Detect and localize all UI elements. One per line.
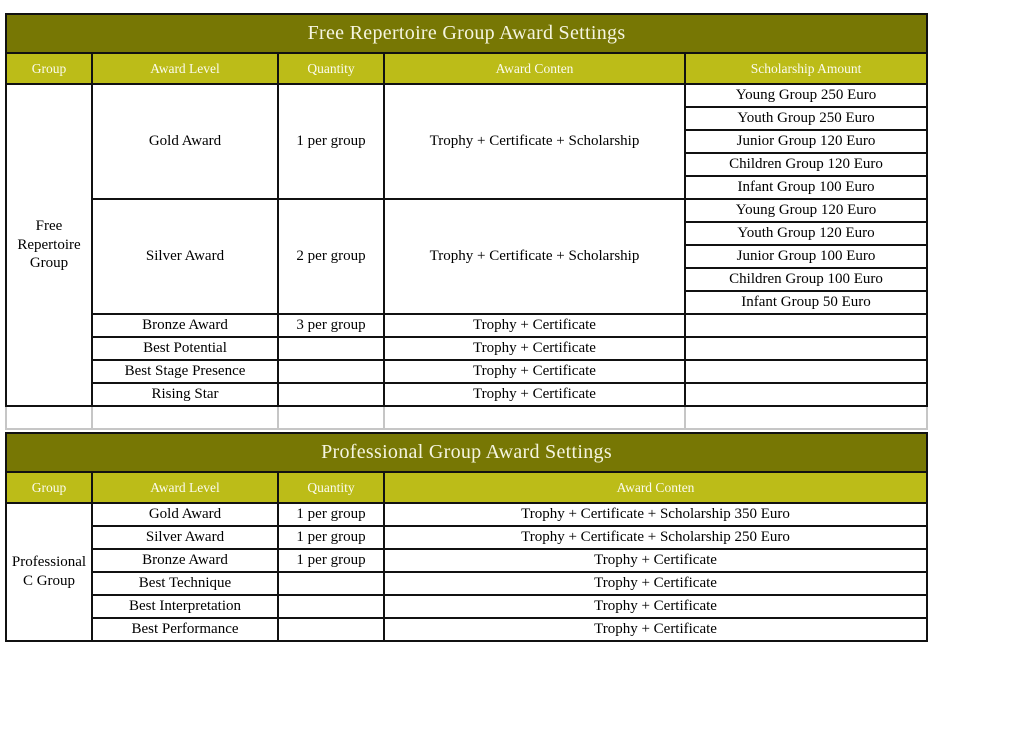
cell-quantity-silver: 2 per group (277, 198, 385, 315)
cell-scholarship: Children Group 100 Euro (683, 267, 929, 292)
cell-award-level: Best Potential (91, 336, 279, 361)
table-row: Professional C Group Gold Award 1 per gr… (5, 502, 929, 642)
cell-award-level: Bronze Award (91, 548, 279, 573)
column-header-scholarship-amount: Scholarship Amount (683, 52, 929, 85)
table-row: Bronze Award 3 per group Trophy + Certif… (6, 313, 929, 338)
table-row: Best Technique Trophy + Certificate (6, 571, 929, 596)
table-row: Junior Group 100 Euro (6, 244, 929, 269)
table-row: Free Repertoire Group Gold Award 1 per g… (5, 83, 929, 407)
cell-award-content-silver: Trophy + Certificate + Scholarship (383, 198, 686, 315)
cell-scholarship: Young Group 250 Euro (683, 83, 929, 108)
table-row: Junior Group 120 Euro (6, 129, 929, 154)
cell-scholarship (683, 313, 929, 338)
table-row: Children Group 100 Euro (6, 267, 929, 292)
cell-scholarship: Children Group 120 Euro (683, 152, 929, 177)
cell-award-level: Bronze Award (91, 313, 279, 338)
spacer-cell (277, 405, 385, 430)
cell-award-content-gold: Trophy + Certificate + Scholarship (383, 83, 686, 200)
cell-award-content: Trophy + Certificate (383, 382, 686, 407)
table-row: Bronze Award 1 per group Trophy + Certif… (6, 548, 929, 573)
cell-scholarship (683, 336, 929, 361)
table-row: Infant Group 50 Euro (6, 290, 929, 315)
table-row: Youth Group 250 Euro (6, 106, 929, 131)
cell-award-content: Trophy + Certificate + Scholarship 250 E… (382, 525, 929, 550)
cell-scholarship: Junior Group 120 Euro (683, 129, 929, 154)
cell-quantity: 1 per group (277, 502, 385, 527)
tables-wrap: Free Repertoire Group Award Settings Gro… (4, 13, 929, 642)
spacer-cell (683, 405, 929, 430)
cell-award-content: Trophy + Certificate (383, 313, 686, 338)
cell-quantity (277, 359, 385, 384)
cell-award-level: Best Interpretation (91, 594, 279, 619)
table-row: Best Interpretation Trophy + Certificate (6, 594, 929, 619)
spacer-cell (91, 405, 279, 430)
professional-table: Professional Group Award Settings Group … (4, 432, 929, 642)
cell-scholarship: Infant Group 100 Euro (683, 175, 929, 200)
cell-quantity (277, 617, 385, 642)
cell-award-content: Trophy + Certificate (382, 571, 929, 596)
cell-award-content: Trophy + Certificate (383, 359, 686, 384)
column-header-group: Group (5, 471, 93, 504)
table-row: Children Group 120 Euro (6, 152, 929, 177)
group-cell-free-repertoire: Free Repertoire Group (5, 83, 93, 407)
cell-award-level: Silver Award (91, 525, 279, 550)
column-header-group: Group (5, 52, 93, 85)
column-header-award-conten: Award Conten (382, 471, 929, 504)
cell-scholarship: Youth Group 250 Euro (683, 106, 929, 131)
cell-scholarship: Young Group 120 Euro (683, 198, 929, 223)
column-header-quantity: Quantity (277, 471, 385, 504)
cell-quantity (277, 571, 385, 596)
table-row: Best Stage Presence Trophy + Certificate (6, 359, 929, 384)
cell-quantity (277, 594, 385, 619)
cell-quantity (277, 382, 385, 407)
cell-scholarship: Youth Group 120 Euro (683, 221, 929, 246)
cell-award-level: Gold Award (91, 502, 279, 527)
free-table-title: Free Repertoire Group Award Settings (4, 13, 929, 54)
cell-scholarship: Junior Group 100 Euro (683, 244, 929, 269)
cell-award-level-gold: Gold Award (91, 83, 279, 200)
cell-quantity: 1 per group (277, 525, 385, 550)
spacer-row (5, 405, 929, 430)
cell-award-content: Trophy + Certificate (382, 594, 929, 619)
table-row: Youth Group 120 Euro (6, 221, 929, 246)
column-header-award-conten: Award Conten (383, 52, 686, 85)
table-title-row: Free Repertoire Group Award Settings (4, 13, 929, 54)
cell-award-content: Trophy + Certificate (382, 548, 929, 573)
professional-table-title: Professional Group Award Settings (4, 432, 929, 473)
cell-award-level: Rising Star (91, 382, 279, 407)
free-repertoire-table: Free Repertoire Group Award Settings Gro… (4, 13, 929, 430)
cell-award-level: Best Stage Presence (91, 359, 279, 384)
column-header-award-level: Award Level (91, 471, 279, 504)
table-title-row: Professional Group Award Settings (4, 432, 929, 473)
table-row: Rising Star Trophy + Certificate (6, 382, 929, 407)
table-row: Silver Award 1 per group Trophy + Certif… (6, 525, 929, 550)
cell-award-level: Best Technique (91, 571, 279, 596)
cell-scholarship (683, 382, 929, 407)
cell-scholarship (683, 359, 929, 384)
table-row: Best Potential Trophy + Certificate (6, 336, 929, 361)
column-header-quantity: Quantity (277, 52, 385, 85)
spacer-cell (5, 405, 93, 430)
spacer-cell (383, 405, 686, 430)
table-row: Silver Award 2 per group Trophy + Certif… (6, 198, 929, 315)
cell-scholarship: Infant Group 50 Euro (683, 290, 929, 315)
cell-quantity (277, 336, 385, 361)
cell-award-level-silver: Silver Award (91, 198, 279, 315)
cell-quantity: 3 per group (277, 313, 385, 338)
cell-quantity: 1 per group (277, 548, 385, 573)
column-header-award-level: Award Level (91, 52, 279, 85)
cell-award-content: Trophy + Certificate (383, 336, 686, 361)
table-row: Infant Group 100 Euro (6, 175, 929, 200)
cell-quantity-gold: 1 per group (277, 83, 385, 200)
column-header-row: Group Award Level Quantity Award Conten (5, 471, 929, 504)
cell-award-content: Trophy + Certificate + Scholarship 350 E… (382, 502, 929, 527)
table-row: Best Performance Trophy + Certificate (6, 617, 929, 642)
group-cell-professional-c: Professional C Group (5, 502, 93, 642)
cell-award-content: Trophy + Certificate (382, 617, 929, 642)
column-header-row: Group Award Level Quantity Award Conten … (5, 52, 929, 85)
cell-award-level: Best Performance (91, 617, 279, 642)
